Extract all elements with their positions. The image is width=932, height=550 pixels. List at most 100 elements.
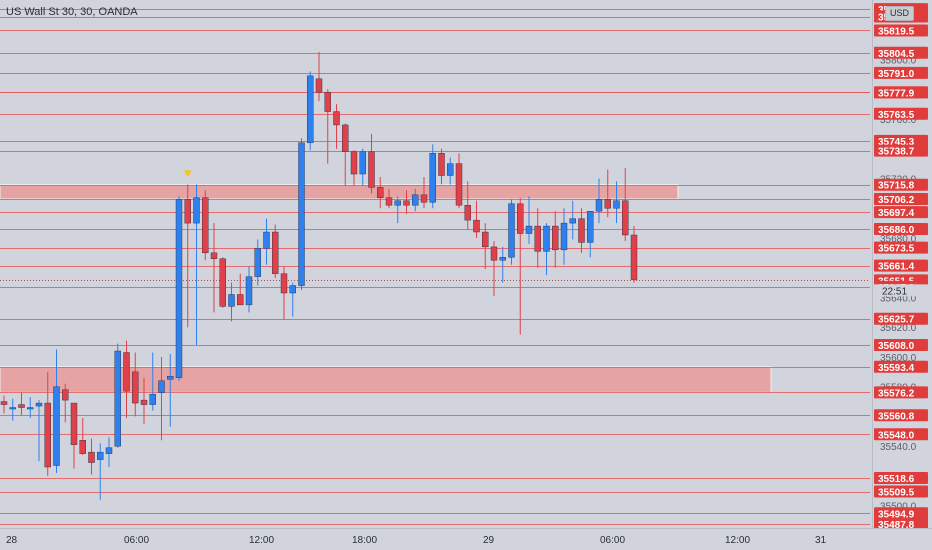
candle-body[interactable] [473, 219, 480, 233]
price-level-label[interactable]: 35763.5 [878, 110, 915, 121]
price-level-label[interactable]: 35593.4 [878, 363, 915, 374]
price-level-label[interactable]: 35791.0 [878, 69, 915, 80]
candle-body[interactable] [88, 451, 95, 463]
price-axis[interactable]: 35800.035760.035720.035680.035640.035620… [872, 0, 932, 550]
price-level-label[interactable]: 35625.7 [878, 315, 915, 326]
candle-body[interactable] [105, 447, 113, 454]
price-level-label[interactable]: 35686.0 [878, 225, 915, 236]
candle-body[interactable] [228, 294, 235, 307]
candle-body[interactable] [298, 142, 305, 286]
price-level-label[interactable]: 35576.2 [878, 388, 915, 399]
candle-body[interactable] [342, 124, 349, 152]
candle-body[interactable] [622, 200, 629, 236]
price-level-label[interactable]: 35487.8 [878, 520, 915, 531]
supply-demand-zone[interactable] [0, 184, 679, 200]
price-level-label[interactable]: 35819.5 [878, 26, 915, 37]
candle-body[interactable] [307, 75, 314, 143]
candle-body[interactable] [499, 257, 506, 261]
candle-body[interactable] [0, 401, 8, 405]
candle-body[interactable] [578, 218, 585, 243]
candle-body[interactable] [79, 440, 86, 454]
candle-body[interactable] [123, 352, 130, 392]
candle-body[interactable] [394, 200, 401, 206]
candle-body[interactable] [280, 273, 288, 294]
candle-body[interactable] [219, 258, 226, 307]
candle-body[interactable] [202, 197, 209, 254]
candle-body[interactable] [543, 225, 550, 252]
candle-body[interactable] [569, 218, 576, 224]
candle-body[interactable] [630, 234, 638, 280]
candle-body[interactable] [167, 376, 174, 380]
candle-body[interactable] [482, 231, 489, 248]
candle-body[interactable] [403, 200, 410, 206]
candle-body[interactable] [18, 404, 25, 408]
price-level-label[interactable]: 35548.0 [878, 430, 915, 441]
candle-body[interactable] [377, 187, 384, 199]
candle-body[interactable] [62, 389, 69, 401]
candle-body[interactable] [385, 197, 393, 206]
candle-body[interactable] [447, 163, 454, 176]
time-axis[interactable]: 28 06:00 12:00 18:00 29 06:00 12:00 31 [0, 528, 932, 550]
price-level-label[interactable]: 35518.6 [878, 474, 915, 485]
candle-body[interactable] [429, 152, 436, 203]
candle-body[interactable] [245, 276, 253, 306]
candle-body[interactable] [490, 246, 498, 261]
candle-body[interactable] [508, 203, 515, 258]
candle-body[interactable] [27, 407, 34, 410]
candle-body[interactable] [53, 386, 60, 466]
price-level-label[interactable]: 35494.9 [878, 509, 915, 520]
candle-body[interactable] [140, 399, 148, 405]
candle-body[interactable] [158, 380, 165, 393]
candle-body[interactable] [455, 163, 463, 206]
price-level-label[interactable]: 35745.3 [878, 137, 915, 148]
candle-body[interactable] [254, 248, 261, 277]
candle-body[interactable] [44, 402, 51, 468]
price-level-label[interactable]: 35608.0 [878, 341, 915, 352]
price-level-label[interactable]: 35706.2 [878, 195, 915, 206]
candle-body[interactable] [149, 393, 156, 405]
candle-body[interactable] [184, 199, 191, 224]
candle-body[interactable] [132, 371, 139, 404]
candle-body[interactable] [324, 92, 331, 112]
candle-body[interactable] [193, 197, 200, 224]
candle-body[interactable] [587, 210, 594, 243]
candle-body[interactable] [438, 152, 445, 176]
price-level-label[interactable]: 35738.7 [878, 147, 915, 158]
candle-body[interactable] [333, 111, 340, 126]
candle-body[interactable] [517, 203, 524, 234]
candle-body[interactable] [350, 151, 358, 175]
price-level-label[interactable]: 35509.5 [878, 488, 915, 499]
price-level-label[interactable]: 35697.4 [878, 208, 915, 219]
candle-body[interactable] [420, 194, 428, 203]
price-level-label[interactable]: 35777.9 [878, 88, 915, 99]
candle-body[interactable] [359, 151, 366, 175]
price-level-label[interactable]: 35715.8 [878, 181, 915, 192]
price-level-label[interactable]: 35804.5 [878, 49, 915, 60]
currency-badge[interactable]: USD [884, 6, 914, 21]
candle-body[interactable] [9, 407, 16, 410]
candle-body[interactable] [210, 252, 218, 259]
price-level-label[interactable]: 35661.4 [878, 262, 915, 273]
candle-body[interactable] [35, 402, 43, 407]
candle-body[interactable] [604, 199, 611, 209]
candle-body[interactable] [560, 222, 568, 251]
candle-body[interactable] [552, 225, 559, 251]
candle-body[interactable] [263, 231, 270, 249]
candle-body[interactable] [97, 451, 104, 460]
candle-body[interactable] [464, 205, 471, 221]
candle-body[interactable] [613, 200, 620, 209]
candle-body[interactable] [272, 231, 279, 274]
candle-body[interactable] [114, 350, 121, 447]
candle-body[interactable] [289, 285, 296, 294]
candle-body[interactable] [237, 294, 244, 306]
candle-body[interactable] [175, 199, 183, 378]
candle-body[interactable] [412, 194, 419, 206]
candle-body[interactable] [315, 78, 323, 93]
candle-body[interactable] [368, 151, 375, 188]
candle-body[interactable] [70, 402, 78, 445]
candle-body[interactable] [525, 225, 533, 234]
price-level-label[interactable]: 35560.8 [878, 411, 915, 422]
candle-body[interactable] [595, 199, 603, 212]
price-level-label[interactable]: 35673.5 [878, 244, 915, 255]
